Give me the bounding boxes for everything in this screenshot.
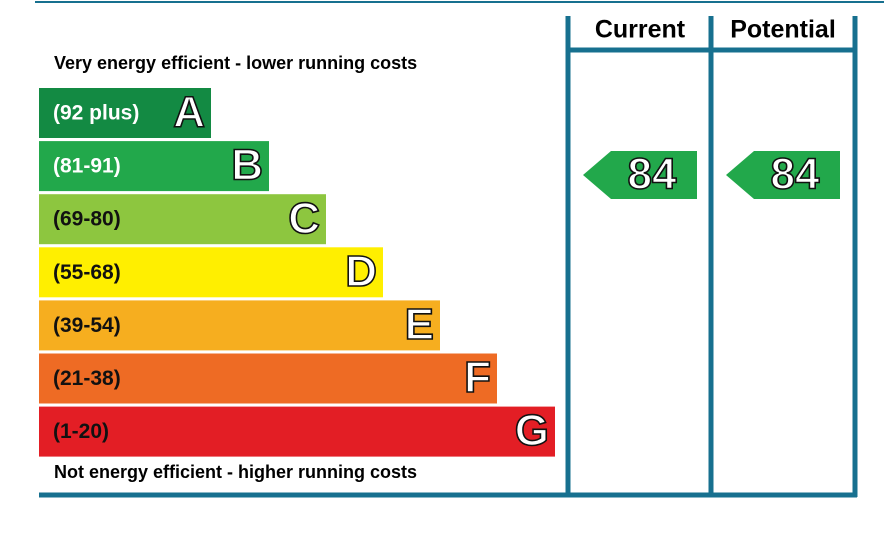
band-letter: D (345, 247, 377, 296)
band-letter: E (405, 300, 434, 349)
band-letter: F (464, 353, 491, 402)
band-range: (81-91) (53, 155, 121, 178)
band-bar (39, 194, 326, 245)
band-range: (92 plus) (53, 102, 139, 125)
band-bar (39, 247, 383, 298)
band-range: (1-20) (53, 420, 109, 443)
band-letter: C (288, 194, 320, 243)
potential-arrow (726, 151, 840, 199)
band-range: (21-38) (53, 367, 121, 390)
band-letter: B (231, 141, 263, 190)
frame (39, 16, 858, 498)
band-bar (39, 300, 440, 351)
potential-header: Potential (730, 16, 836, 44)
band-bar (39, 88, 211, 138)
band-bar (39, 406, 555, 457)
band-bar (39, 141, 269, 192)
top-note: Very energy efficient - lower running co… (54, 53, 417, 73)
current-arrow (583, 151, 697, 199)
band-letter: G (515, 406, 549, 455)
band-range: (55-68) (53, 261, 121, 284)
band-letter: A (173, 88, 205, 137)
potential-value: 84 (771, 150, 820, 199)
band-range: (69-80) (53, 208, 121, 231)
current-header: Current (595, 16, 686, 44)
current-value: 84 (628, 150, 677, 199)
band-range: (39-54) (53, 314, 121, 337)
bottom-note: Not energy efficient - higher running co… (54, 462, 417, 482)
band-bar (39, 353, 497, 404)
